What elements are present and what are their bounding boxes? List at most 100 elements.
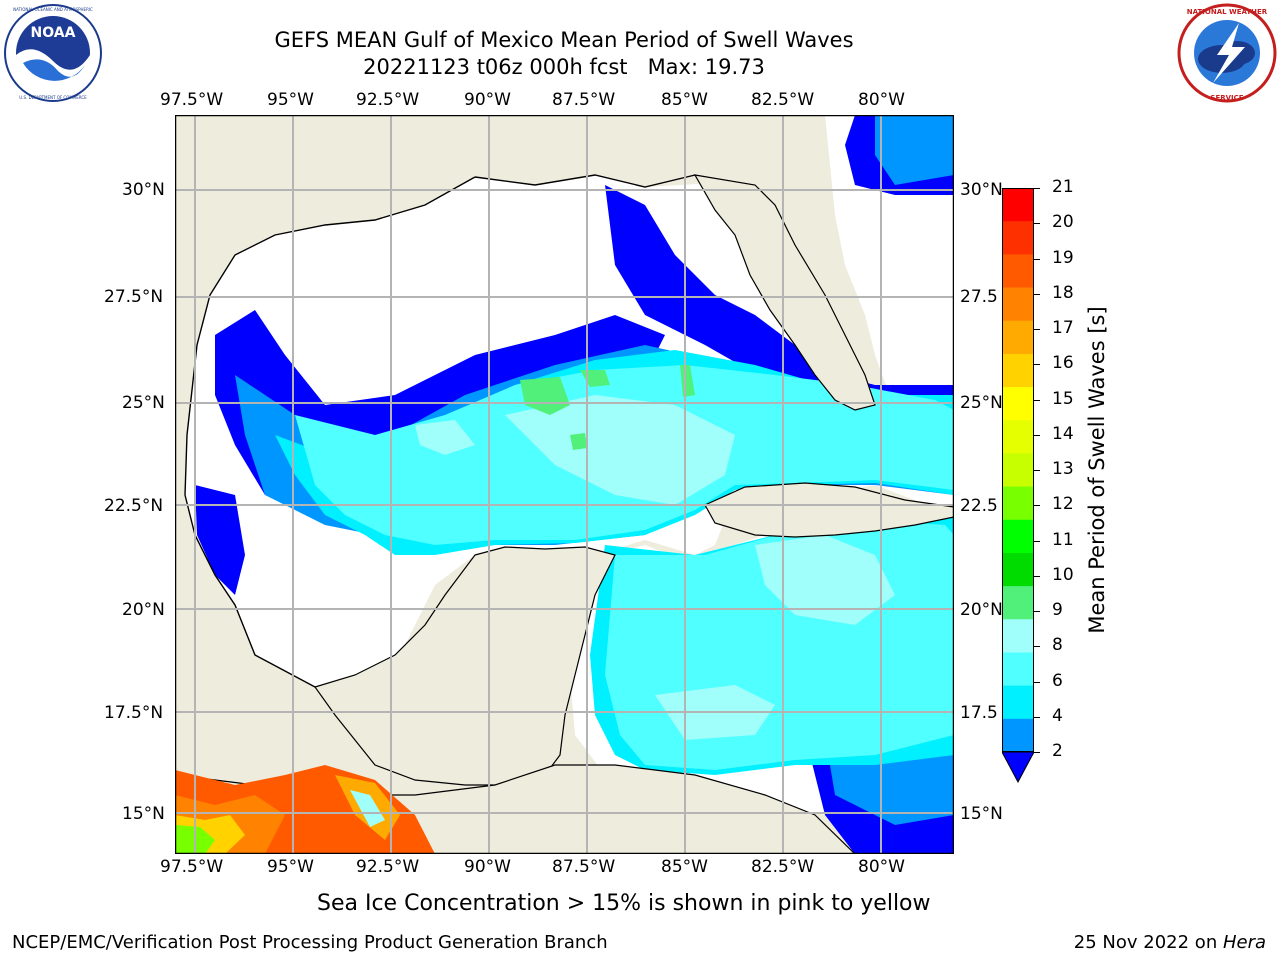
svg-text:SERVICE: SERVICE (1210, 94, 1243, 102)
footer-date: 25 Nov 2022 on (1073, 932, 1223, 953)
colorbar-tick-label: 12 (1052, 494, 1074, 515)
colorbar-tick-label: 20 (1052, 212, 1074, 233)
lat-label-left: 27.5°N (104, 287, 164, 307)
colorbar-tick-label: 9 (1052, 600, 1063, 620)
nws-logo: NATIONAL WEATHER SERVICE (1177, 3, 1277, 103)
colorbar-tick-mark (1034, 258, 1040, 260)
lat-label-left: 25°N (122, 393, 165, 413)
colorbar-tick-label: 8 (1052, 635, 1063, 656)
lat-label-left: 17.5°N (104, 703, 164, 723)
colorbar-tick-mark (1034, 611, 1040, 612)
colorbar-swatch (1002, 287, 1034, 322)
colorbar-swatch (1002, 453, 1034, 488)
lon-label-top: 97.5°W (160, 90, 224, 110)
graticule (175, 115, 954, 854)
colorbar-swatch (1002, 519, 1034, 554)
colorbar-tick-mark (1034, 505, 1040, 507)
colorbar-swatch (1002, 486, 1034, 521)
colorbar-swatch (1002, 685, 1034, 720)
lon-label-bottom: 92.5°W (356, 857, 420, 877)
colorbar-swatch (1002, 320, 1034, 355)
lon-label-top: 85°W (661, 90, 708, 110)
lon-label-top: 90°W (464, 90, 511, 110)
colorbar-tick-mark (1034, 223, 1040, 225)
colorbar-tick-label: 16 (1052, 353, 1074, 374)
lon-label-top: 82.5°W (751, 90, 815, 110)
lon-label-top: 95°W (267, 90, 314, 110)
lat-label-left: 15°N (122, 804, 165, 824)
lon-label-top: 92.5°W (356, 90, 420, 110)
colorbar-swatch (1002, 552, 1034, 587)
colorbar-tick-mark (1034, 329, 1040, 330)
florida-landmass (693, 174, 876, 411)
lat-label-right: 20°N (960, 600, 1003, 620)
colorbar-tick-label: 21 (1052, 177, 1074, 197)
colorbar-swatch (1002, 387, 1034, 421)
colorbar-swatch (1002, 221, 1034, 255)
colorbar-swatch (1002, 188, 1034, 222)
svg-text:NATIONAL OCEANIC AND ATMOSPHER: NATIONAL OCEANIC AND ATMOSPHERIC (13, 7, 93, 12)
svg-text:NATIONAL WEATHER: NATIONAL WEATHER (1187, 8, 1268, 16)
colorbar-tick-mark (1034, 470, 1040, 471)
footer-host: Hera (1222, 932, 1266, 953)
lon-label-bottom: 80°W (858, 857, 905, 877)
lat-label-right: 22.5 (960, 496, 998, 516)
lon-label-bottom: 90°W (464, 857, 511, 877)
colorbar-label: Mean Period of Swell Waves [s] (1085, 306, 1109, 634)
colorbar-tick-mark (1034, 540, 1040, 542)
colorbar-swatch (1002, 586, 1034, 620)
lon-label-bottom: 85°W (661, 857, 708, 877)
colorbar-tick-mark (1034, 575, 1040, 577)
colorbar-swatch (1002, 619, 1034, 653)
lon-label-bottom: 95°W (267, 857, 314, 877)
lat-label-right: 30°N (960, 180, 1003, 200)
colorbar-swatch (1002, 254, 1034, 289)
colorbar-tick-label: 15 (1052, 388, 1074, 409)
lon-label-bottom: 97.5°W (160, 857, 224, 877)
colorbar (1002, 188, 1034, 783)
colorbar-tick-mark (1034, 188, 1040, 189)
colorbar-tick-mark (1034, 399, 1040, 401)
colorbar-tick-label: 10 (1052, 564, 1074, 585)
colorbar-tick-label: 14 (1052, 423, 1074, 444)
footer-credit: NCEP/EMC/Verification Post Processing Pr… (12, 932, 608, 953)
colorbar-tick-mark (1034, 716, 1040, 718)
noaa-logo-text: NOAA (31, 25, 76, 41)
colorbar-swatch (1002, 718, 1034, 753)
lat-label-left: 22.5°N (104, 496, 164, 516)
colorbar-tick-label: 13 (1052, 459, 1074, 479)
colorbar-tick-label: 2 (1052, 741, 1063, 761)
lat-label-right: 15°N (960, 804, 1003, 824)
colorbar-tick-mark (1034, 752, 1040, 753)
colorbar-tick-mark (1034, 646, 1040, 648)
map-title: GEFS MEAN Gulf of Mexico Mean Period of … (274, 28, 854, 52)
lon-label-top: 87.5°W (552, 90, 616, 110)
svg-text:U.S. DEPARTMENT OF COMMERCE: U.S. DEPARTMENT OF COMMERCE (19, 95, 87, 100)
lon-label-top: 80°W (858, 90, 905, 110)
map-subtitle: 20221123 t06z 000h fcst Max: 19.73 (363, 55, 765, 79)
colorbar-tick-label: 18 (1052, 282, 1074, 303)
lon-label-bottom: 87.5°W (552, 857, 616, 877)
colorbar-tick-mark (1034, 293, 1040, 295)
colorbar-tick-label: 4 (1052, 705, 1063, 726)
colorbar-tick-mark (1034, 364, 1040, 366)
colorbar-tick-label: 17 (1052, 318, 1074, 338)
colorbar-swatch (1002, 652, 1034, 687)
lon-label-bottom: 82.5°W (751, 857, 815, 877)
gulf-of-mexico-map (175, 115, 954, 854)
cuba-landmass (704, 482, 954, 538)
lat-label-right: 25°N (960, 393, 1003, 413)
colorbar-swatch (1002, 420, 1034, 454)
colorbar-swatch (1002, 353, 1034, 388)
lat-label-left: 30°N (122, 180, 165, 200)
noaa-logo: NOAA NATIONAL OCEANIC AND ATMOSPHERIC U.… (4, 4, 102, 102)
lat-label-left: 20°N (122, 600, 165, 620)
sea-ice-note: Sea Ice Concentration > 15% is shown in … (317, 891, 931, 916)
colorbar-tick-label: 11 (1052, 529, 1074, 550)
colorbar-tick-mark (1034, 434, 1040, 436)
footer-timestamp: 25 Nov 2022 on Hera (1074, 932, 1266, 953)
colorbar-tick-mark (1034, 681, 1040, 683)
colorbar-extend-arrow (1002, 751, 1034, 783)
lat-label-right: 17.5 (960, 703, 998, 723)
colorbar-tick-label: 19 (1052, 247, 1074, 268)
